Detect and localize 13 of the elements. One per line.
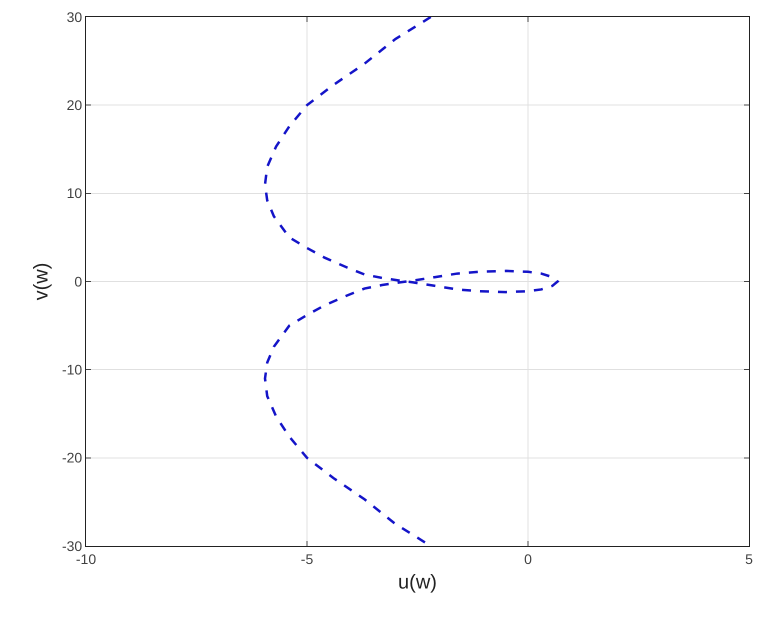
y-tick-label: 20 <box>66 97 82 114</box>
y-tick-label: 30 <box>66 8 82 25</box>
y-tick-label: 10 <box>66 185 82 202</box>
x-axis-title: u(w) <box>398 571 437 594</box>
y-tick-label: -10 <box>62 362 82 378</box>
x-tick-label: 0 <box>524 550 532 567</box>
y-axis-title: v(w) <box>30 262 52 300</box>
y-tick-label: -20 <box>62 450 82 466</box>
line-series <box>264 17 559 546</box>
x-tick-label: 5 <box>745 550 754 567</box>
x-tick-label: -5 <box>300 550 314 567</box>
y-tick-label: -30 <box>62 538 82 554</box>
y-tick-label: 0 <box>74 273 82 290</box>
